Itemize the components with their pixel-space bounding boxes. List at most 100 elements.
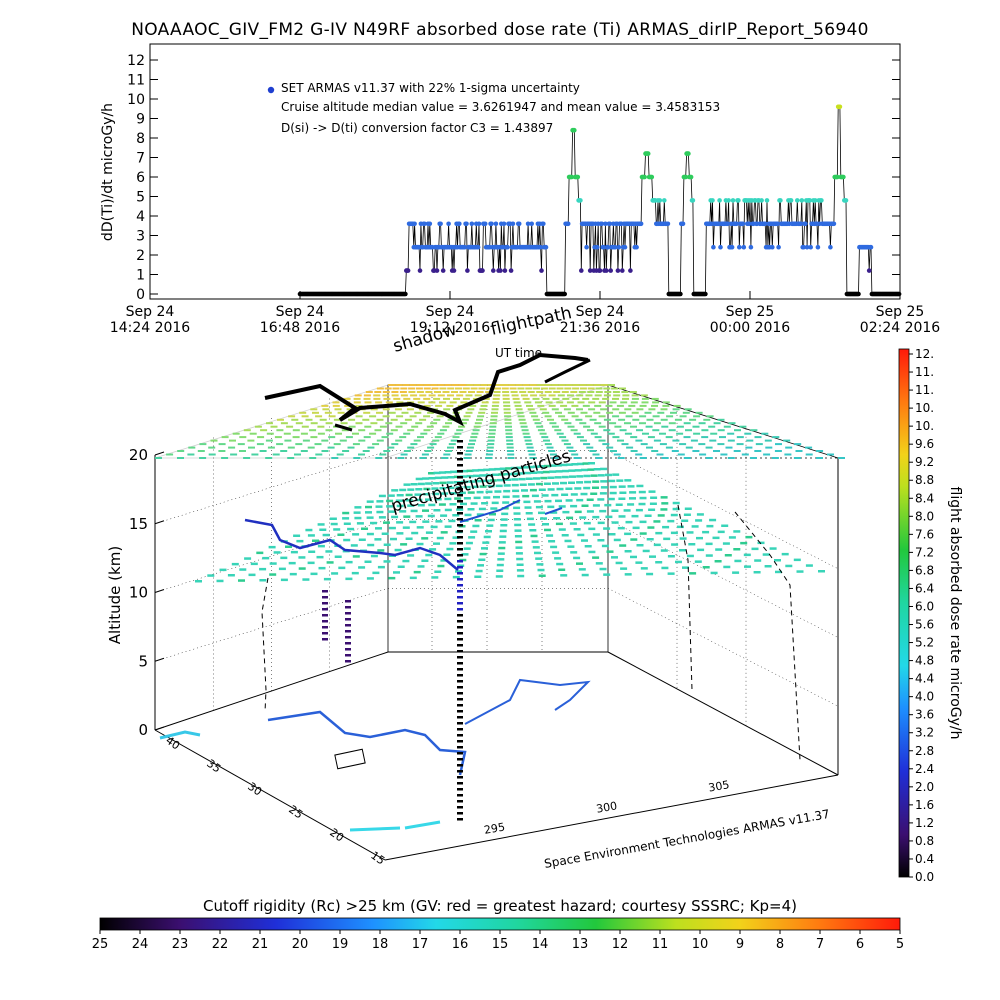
shadow-grid-cell bbox=[558, 384, 566, 386]
dose-rate-point bbox=[587, 268, 593, 273]
shadow-grid-cell bbox=[321, 450, 329, 452]
shadow-grid-cell bbox=[754, 436, 762, 439]
shadow-grid-cell bbox=[292, 436, 300, 439]
shadow-grid-cell bbox=[642, 432, 649, 435]
particle-grid-cell bbox=[334, 555, 342, 558]
particle-grid-cell bbox=[490, 507, 498, 510]
particle-grid-cell bbox=[432, 482, 440, 485]
shadow-grid-cell bbox=[618, 411, 626, 414]
particle-grid-cell bbox=[195, 580, 202, 583]
particle-grid-cell bbox=[592, 515, 600, 519]
vertical-profile-point bbox=[457, 518, 463, 521]
particle-grid-cell bbox=[530, 471, 538, 474]
particle-grid-cell bbox=[636, 544, 644, 547]
shadow-grid-cell bbox=[408, 391, 416, 393]
shadow-grid-cell bbox=[544, 443, 552, 446]
particle-grid-cell bbox=[494, 467, 502, 471]
particle-grid-cell bbox=[501, 512, 509, 516]
shadow-grid-cell bbox=[348, 425, 356, 428]
shadow-grid-cell bbox=[353, 397, 361, 400]
shadow-grid-cell bbox=[363, 436, 371, 439]
rigidity-colorbar-tick-label: 21 bbox=[252, 937, 269, 952]
particle-grid-cell bbox=[288, 561, 296, 565]
shadow-grid-cell bbox=[409, 415, 417, 418]
shadow-grid-cell bbox=[593, 384, 601, 386]
shadow-grid-cell bbox=[571, 415, 579, 418]
dose-rate-point bbox=[469, 221, 475, 227]
particle-grid-cell bbox=[511, 483, 519, 487]
particle-grid-cell bbox=[415, 515, 423, 518]
vertical-profile-point bbox=[457, 806, 463, 809]
shadow-grid-cell bbox=[720, 453, 728, 456]
vertical-profile-point bbox=[457, 452, 463, 455]
particle-grid-cell bbox=[639, 496, 647, 500]
particle-grid-cell bbox=[616, 479, 624, 482]
shadow-grid-cell bbox=[763, 453, 771, 456]
shadow-grid-cell bbox=[456, 394, 464, 397]
vertical-profile-point bbox=[345, 660, 351, 663]
shadow-grid-cell bbox=[228, 446, 236, 449]
dose-rate-colorbar-tick-label: 2.0 bbox=[915, 780, 934, 794]
shadow-grid-cell bbox=[451, 391, 458, 393]
shadow-grid-cell bbox=[548, 450, 556, 452]
dose-rate-colorbar-tick-label: 2.4 bbox=[915, 762, 934, 776]
shadow-grid-cell bbox=[682, 411, 690, 414]
dose-rate-point bbox=[434, 268, 440, 273]
particle-grid-cell bbox=[588, 462, 595, 465]
particle-grid-cell bbox=[497, 558, 505, 561]
shadow-grid-cell bbox=[793, 457, 801, 459]
shadow-grid-cell bbox=[355, 404, 363, 407]
vertical-profile-point bbox=[457, 596, 463, 599]
particle-grid-cell bbox=[607, 497, 615, 501]
shadow-grid-cell bbox=[673, 404, 681, 407]
shadow-grid-cell bbox=[651, 404, 658, 407]
particle-grid-cell bbox=[330, 522, 338, 526]
shadow-grid-cell bbox=[507, 457, 515, 459]
shadow-grid-cell bbox=[698, 422, 706, 425]
dose-rate-point bbox=[489, 221, 494, 227]
shadow-grid-cell bbox=[447, 387, 455, 390]
particle-grid-cell bbox=[378, 516, 386, 519]
shadow-grid-cell bbox=[750, 429, 758, 432]
dose-rate-colorbar-tick-label: 1.6 bbox=[915, 798, 934, 812]
particle-grid-cell bbox=[592, 533, 600, 536]
shadow-grid-cell bbox=[375, 401, 383, 404]
shadow-grid-cell bbox=[575, 418, 583, 421]
dose-rate-point bbox=[575, 174, 581, 180]
shadow-grid-cell bbox=[598, 401, 606, 404]
rigidity-colorbar-tick-label: 10 bbox=[692, 937, 709, 952]
longitude-tick-label: 295 bbox=[483, 820, 506, 836]
particle-grid-cell bbox=[400, 543, 408, 546]
shadow-grid-cell bbox=[388, 411, 396, 414]
particle-grid-cell bbox=[452, 575, 460, 579]
particle-grid-cell bbox=[569, 475, 576, 478]
shadow-grid-cell bbox=[437, 394, 445, 397]
particle-grid-cell bbox=[529, 529, 537, 532]
shadow-grid-cell bbox=[551, 408, 559, 411]
shadow-grid-cell bbox=[506, 443, 514, 446]
particle-grid-cell bbox=[660, 549, 668, 552]
altitude-tick-label: 0 bbox=[138, 721, 148, 739]
shadow-grid-cell bbox=[515, 408, 523, 411]
altitude-tick-label: 5 bbox=[138, 652, 148, 670]
dose-rate-point bbox=[628, 268, 633, 273]
shadow-grid-cell bbox=[661, 457, 669, 459]
shadow-grid-cell bbox=[352, 432, 359, 435]
dose-rate-point bbox=[543, 244, 549, 250]
shadow-grid-cell bbox=[736, 443, 744, 446]
shadow-grid-cell bbox=[491, 411, 498, 414]
rigidity-colorbar-tick-label: 25 bbox=[92, 937, 109, 952]
shadow-grid-cell bbox=[237, 443, 245, 446]
particle-grid-cell bbox=[366, 577, 374, 580]
particle-grid-cell bbox=[285, 545, 292, 548]
shadow-grid-cell bbox=[488, 432, 496, 435]
dose-rate-point bbox=[730, 198, 736, 203]
particle-grid-cell bbox=[428, 477, 436, 480]
vertical-profile-point bbox=[457, 800, 463, 803]
particle-grid-cell bbox=[495, 575, 503, 578]
particle-grid-cell bbox=[405, 493, 413, 497]
shadow-grid-cell bbox=[300, 450, 308, 452]
shadow-grid-cell bbox=[645, 425, 653, 428]
particle-grid-cell bbox=[547, 505, 555, 509]
particle-grid-cell bbox=[476, 490, 484, 494]
